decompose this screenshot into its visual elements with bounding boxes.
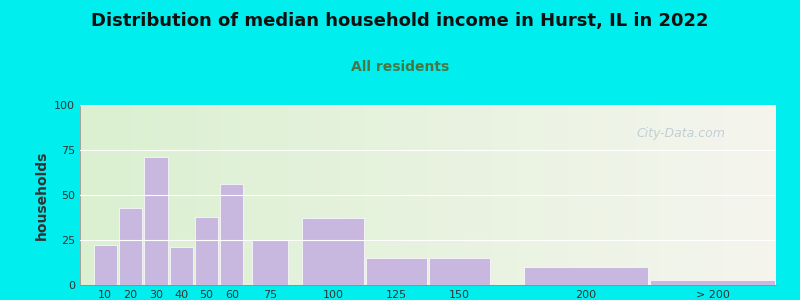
Text: City-Data.com: City-Data.com: [637, 127, 726, 140]
Bar: [366, 258, 427, 285]
Bar: [170, 247, 193, 285]
Y-axis label: households: households: [34, 150, 49, 240]
Bar: [252, 240, 288, 285]
Bar: [119, 208, 142, 285]
Text: All residents: All residents: [351, 60, 449, 74]
Bar: [220, 184, 243, 285]
Bar: [195, 217, 218, 285]
Bar: [650, 280, 775, 285]
Bar: [429, 258, 490, 285]
Bar: [302, 218, 364, 285]
Bar: [524, 267, 649, 285]
Bar: [144, 157, 167, 285]
Text: Distribution of median household income in Hurst, IL in 2022: Distribution of median household income …: [91, 12, 709, 30]
Bar: [94, 245, 117, 285]
